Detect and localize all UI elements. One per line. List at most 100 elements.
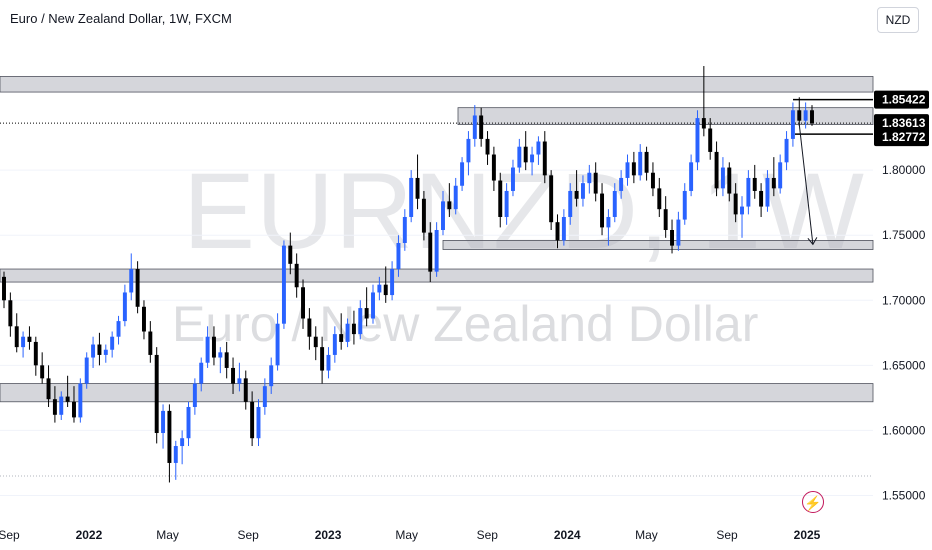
candle-body <box>72 401 76 418</box>
candle-body <box>428 232 433 272</box>
candle-body <box>332 334 337 355</box>
candle-body <box>638 151 643 176</box>
candle-body <box>65 396 70 402</box>
candle-body <box>727 167 732 194</box>
candle-body <box>625 162 630 178</box>
candle-body <box>619 177 624 191</box>
candle-body <box>453 185 458 210</box>
candle-body <box>701 118 706 129</box>
chart-title: Euro / New Zealand Dollar, 1W, FXCM <box>10 11 232 26</box>
price-axis[interactable]: 1.55000 1.60000 1.65000 1.70000 1.75000 1.800… <box>882 163 926 502</box>
candle-body <box>689 162 694 191</box>
flash-icon[interactable]: ⚡ <box>802 491 824 513</box>
candle-body <box>650 172 655 189</box>
candle-body <box>256 406 261 439</box>
projection-line <box>798 123 814 245</box>
sr-zone <box>442 240 874 250</box>
candle-body <box>790 110 795 139</box>
y-tick-label: 1.65000 <box>882 358 926 372</box>
candle-body <box>409 177 414 217</box>
candle-body <box>307 318 312 337</box>
candle-body <box>568 190 573 217</box>
x-tick-label: 2023 <box>315 528 342 542</box>
price-label: 1.82772 <box>882 130 926 144</box>
candle-body <box>141 306 146 332</box>
candle-body <box>383 284 388 296</box>
candle-body <box>313 336 318 348</box>
candle-body <box>491 154 496 181</box>
sr-zone <box>457 107 874 125</box>
candle-body <box>199 362 204 384</box>
candle-body <box>574 190 579 199</box>
candle-body <box>320 347 325 371</box>
candle-body <box>797 110 802 121</box>
projection-arrow[interactable] <box>798 123 818 246</box>
candle-body <box>326 354 331 371</box>
candle-body <box>97 344 102 355</box>
candle-body <box>720 167 725 189</box>
x-tick-label: Sep <box>237 528 259 542</box>
candle-body <box>504 190 509 217</box>
candle-body <box>447 201 452 210</box>
candle-body <box>784 138 789 163</box>
candle-body <box>364 308 369 319</box>
candle-body <box>161 410 166 434</box>
candle-body <box>40 365 45 379</box>
candle-body <box>676 219 681 246</box>
candle-body <box>549 175 554 223</box>
candle-body <box>479 115 484 139</box>
candle-body <box>78 383 83 418</box>
price-label-box <box>874 90 929 109</box>
candle-body <box>294 263 299 288</box>
candle-body <box>523 146 528 163</box>
y-tick-label: 1.60000 <box>882 423 926 437</box>
candle-body <box>752 177 757 191</box>
candle-body <box>148 331 153 355</box>
candle-body <box>301 287 305 319</box>
candle-body <box>587 172 592 184</box>
candle-body <box>231 367 236 384</box>
price-label: 1.83613 <box>882 116 926 130</box>
candle-body <box>154 354 159 434</box>
candle-body <box>644 151 649 173</box>
candle-body <box>186 406 191 439</box>
name-watermark: Euro / New Zealand Dollar <box>172 296 759 352</box>
candle-body <box>708 128 713 152</box>
x-tick-label: May <box>395 528 418 542</box>
y-tick-label: 1.55000 <box>882 488 926 502</box>
candle-body <box>339 334 344 342</box>
candle-body <box>740 206 744 215</box>
candle-body <box>810 110 814 124</box>
candle-body <box>803 110 808 121</box>
candle-body <box>371 292 375 319</box>
candle-body <box>663 209 668 230</box>
currency-button[interactable]: NZD <box>877 7 919 33</box>
candle-body <box>110 336 115 350</box>
candle-body <box>192 383 197 407</box>
candle-body <box>415 177 420 199</box>
candle-body <box>129 269 134 293</box>
candle-body <box>135 269 140 307</box>
time-axis[interactable]: Sep 2022 May Sep 2023 May Sep 2024 May Sep 2025 <box>0 528 821 542</box>
x-tick-label: 2024 <box>554 528 581 542</box>
candles <box>2 66 814 483</box>
candle-body <box>351 323 356 335</box>
candle-body <box>606 216 611 228</box>
candle-body <box>211 336 216 358</box>
candle-body <box>167 410 172 463</box>
candle-body <box>555 222 560 241</box>
candle-body <box>84 357 89 384</box>
candle-body <box>224 352 229 368</box>
support-resistance-zones[interactable] <box>0 76 874 403</box>
candle-body <box>612 190 617 217</box>
candle-body <box>771 177 776 189</box>
candle-body <box>358 308 363 335</box>
candle-body <box>778 162 783 189</box>
x-tick-label: May <box>156 528 179 542</box>
candle-body <box>485 138 490 155</box>
candle-body <box>733 193 738 215</box>
y-tick-label: 1.80000 <box>882 163 926 177</box>
candle-body <box>498 180 503 217</box>
